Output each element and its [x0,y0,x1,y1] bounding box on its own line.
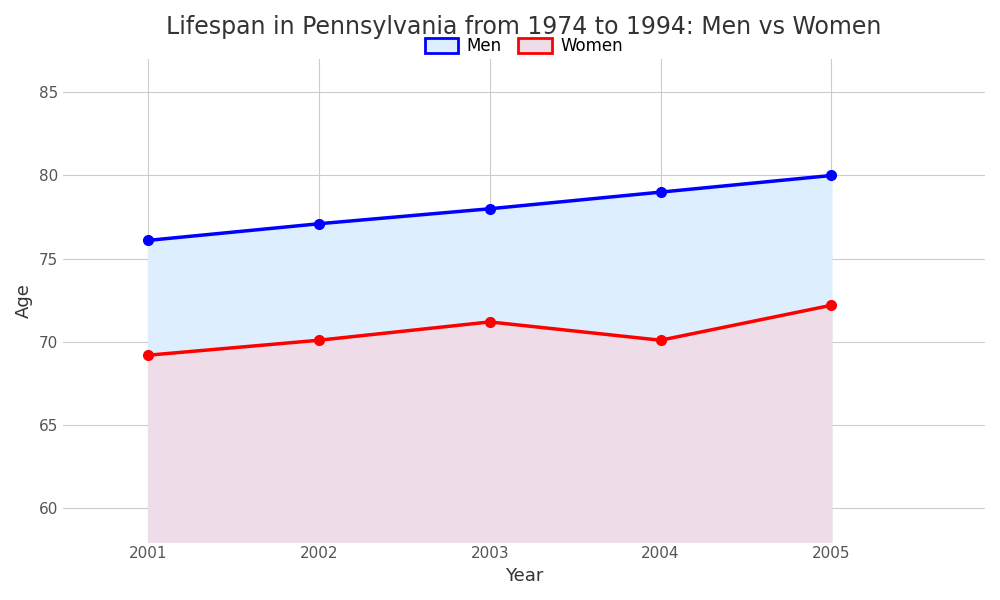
Men [484,205,496,212]
X-axis label: Year: Year [505,567,543,585]
Title: Lifespan in Pennsylvania from 1974 to 1994: Men vs Women: Lifespan in Pennsylvania from 1974 to 19… [166,15,882,39]
Women [655,337,667,344]
Women [484,319,496,326]
Women [313,337,325,344]
Men [313,220,325,227]
Line: Men: Men [143,170,836,245]
Men [655,188,667,196]
Men [142,237,154,244]
Legend: Men, Women: Men, Women [417,29,631,64]
Women [142,352,154,359]
Women [825,302,837,309]
Men [825,172,837,179]
Y-axis label: Age: Age [15,283,33,318]
Line: Women: Women [143,301,836,360]
